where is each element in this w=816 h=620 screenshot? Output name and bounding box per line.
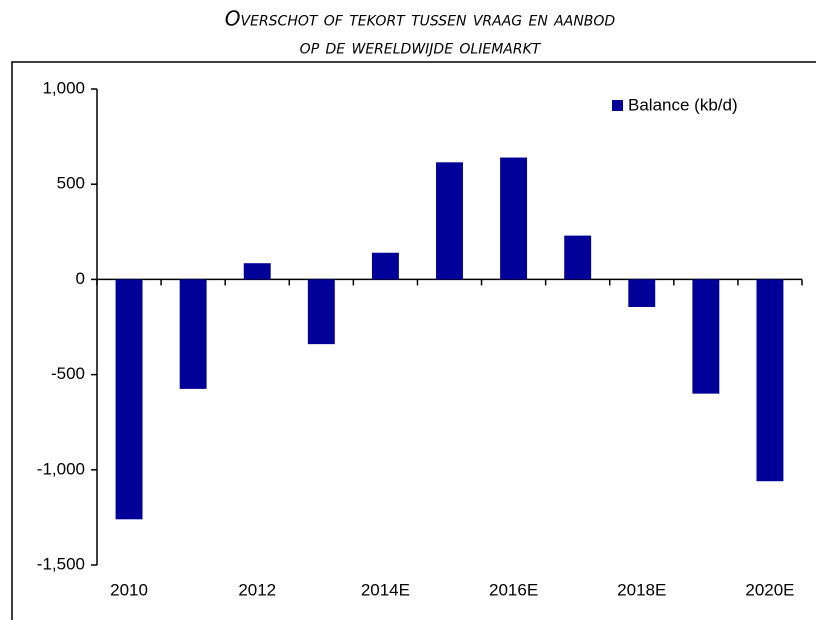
x-tick-label: 2014E <box>361 580 410 599</box>
bar <box>564 235 592 280</box>
legend-label: Balance (kb/d) <box>628 95 738 114</box>
y-tick-label: -500 <box>51 364 85 383</box>
bar <box>371 252 399 280</box>
chart-title: Overschot of tekort tussen vraag en aanb… <box>225 7 616 31</box>
legend-swatch <box>612 100 623 111</box>
chart-subtitle: op de wereldwijde oliemarkt <box>300 35 542 59</box>
x-tick-label: 2012 <box>238 580 276 599</box>
chart-border <box>11 61 816 620</box>
bar <box>307 279 335 345</box>
bar <box>179 279 207 389</box>
bar <box>436 162 463 280</box>
x-tick-label: 2016E <box>489 580 538 599</box>
x-tick-label: 2010 <box>110 580 148 599</box>
bar <box>500 157 528 280</box>
x-tick-label: 2018E <box>617 580 666 599</box>
bar <box>628 279 656 308</box>
bar <box>756 279 784 482</box>
bar <box>692 279 720 394</box>
bar <box>243 263 271 280</box>
bar <box>115 279 143 520</box>
y-tick-label: 1,000 <box>42 78 85 97</box>
x-tick-label: 2020E <box>745 580 794 599</box>
y-tick-label: -1,500 <box>37 554 85 573</box>
y-tick-label: 500 <box>57 174 85 193</box>
y-tick-label: 0 <box>76 269 85 288</box>
y-tick-label: -1,000 <box>37 459 85 478</box>
